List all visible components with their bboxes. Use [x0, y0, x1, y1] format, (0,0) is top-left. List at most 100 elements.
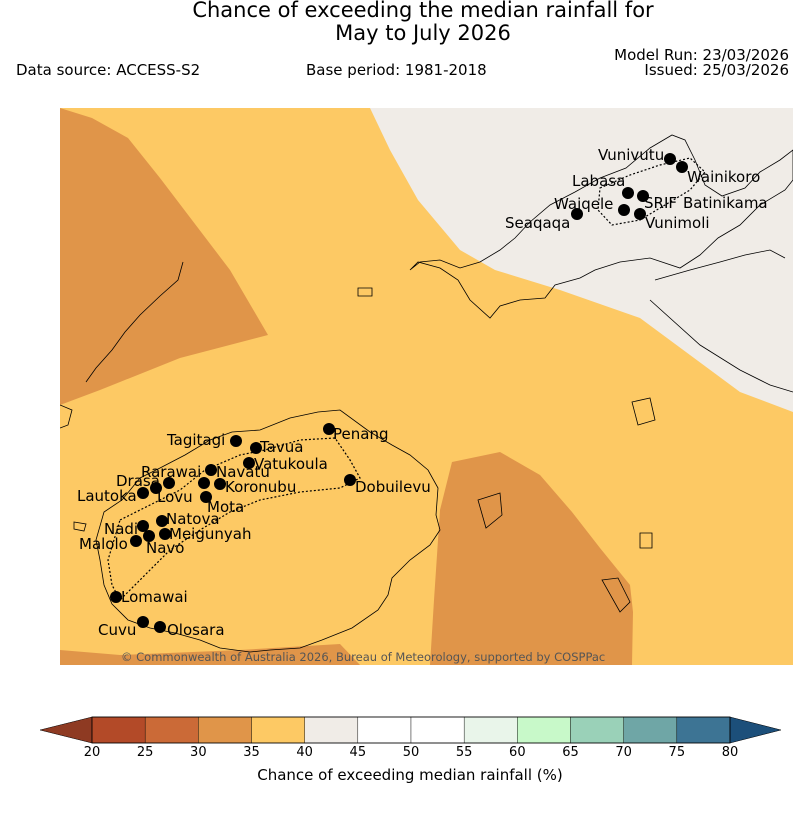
colorbar-cell	[251, 716, 305, 744]
station-label-dobuilevu: Dobuilevu	[355, 478, 431, 496]
station-label-batinikama: Batinikama	[683, 194, 768, 212]
colorbar-tick-label: 55	[455, 745, 473, 760]
station-label-malolo: Malolo	[79, 535, 128, 553]
station-marker-navatu	[198, 477, 210, 489]
station-label-vatukoula: Vatukoula	[254, 455, 328, 473]
station-label-waiqele: Waiqele	[554, 195, 613, 213]
station-label-navo: Navo	[146, 539, 184, 557]
station-marker-tagitagi	[230, 435, 242, 447]
station-label-labasa: Labasa	[572, 172, 625, 190]
station-label-mota: Mota	[207, 498, 244, 516]
colorbar-cell	[623, 716, 678, 744]
colorbar-tick-label: 80	[721, 745, 739, 760]
station-label-wainikoro: Wainikoro	[687, 168, 760, 186]
station-marker-koronubu	[214, 478, 226, 490]
colorbar-cell	[304, 716, 359, 744]
station-label-penang: Penang	[333, 425, 388, 443]
colorbar-tick-label: 20	[83, 745, 101, 760]
station-marker-rarawai	[205, 464, 217, 476]
station-marker-navo	[143, 530, 155, 542]
station-label-vunivutu: Vunivutu	[598, 146, 664, 164]
region-30-35-southeast	[430, 452, 633, 665]
small-island	[357, 287, 373, 297]
region-30-35-northwest	[60, 108, 268, 405]
station-marker-malolo	[130, 535, 142, 547]
colorbar-cell	[144, 716, 199, 744]
colorbar-tick-label: 35	[243, 745, 260, 760]
station-marker-lovu	[150, 482, 162, 494]
small-island	[631, 397, 656, 426]
colorbar	[39, 716, 782, 744]
station-label-srif: SRIF	[644, 194, 677, 212]
colorbar-label: Chance of exceeding median rainfall (%)	[257, 766, 563, 784]
vanua-levu-coastline	[409, 134, 793, 319]
small-island	[73, 521, 87, 532]
station-marker-nadi	[137, 520, 149, 532]
map-title-line2: May to July 2026	[335, 21, 511, 45]
colorbar-cell	[517, 716, 571, 744]
station-marker-mota	[200, 491, 212, 503]
station-marker-lautoka	[137, 487, 149, 499]
station-marker-tavua	[250, 442, 262, 454]
station-marker-srif	[637, 190, 649, 202]
small-island	[639, 532, 653, 549]
colorbar-cell	[570, 716, 624, 744]
station-marker-natova	[156, 515, 168, 527]
data-source: Data source: ACCESS-S2	[16, 61, 201, 79]
station-label-meigunyah: Meigunyah	[169, 525, 251, 543]
station-marker-seaqaqa	[571, 208, 583, 220]
yasawa-islands-coastline	[85, 261, 184, 383]
vanua-levu-district-boundary	[597, 157, 706, 226]
station-label-olosara: Olosara	[167, 621, 225, 639]
station-marker-penang	[323, 423, 335, 435]
station-label-navatu: Navatu	[216, 463, 270, 481]
station-marker-vatukoula	[243, 457, 255, 469]
station-label-tagitagi: Tagitagi	[166, 431, 225, 449]
station-label-nadi: Nadi	[104, 520, 138, 538]
colorbar-tick-label: 75	[668, 745, 686, 760]
station-marker-lomawai	[110, 591, 122, 603]
viti-levu-district-boundary	[107, 437, 361, 601]
station-marker-labasa	[622, 187, 634, 199]
colorbar-cell	[357, 716, 412, 744]
station-marker-dobuilevu	[344, 474, 356, 486]
colorbar-cell	[676, 716, 731, 744]
copyright-notice: © Commonwealth of Australia 2026, Bureau…	[121, 650, 605, 664]
station-marker-cuvu	[137, 616, 149, 628]
colorbar-frame	[91, 716, 731, 744]
northeast-coastline	[654, 249, 786, 281]
colorbar-tick-label: 25	[136, 745, 154, 760]
station-label-tavua: Tavua	[259, 438, 303, 456]
colorbar-tick-label: 45	[349, 745, 367, 760]
station-label-koronubu: Koronubu	[225, 478, 296, 496]
station-marker-meigunyah	[159, 528, 171, 540]
colorbar-tick-label: 60	[509, 745, 526, 760]
model-run: Model Run: 23/03/2026	[614, 46, 789, 64]
viti-levu-coastline	[95, 409, 441, 653]
region-40-45-northeast	[370, 108, 793, 412]
small-island	[60, 404, 73, 429]
colorbar-under-arrow	[39, 716, 93, 744]
station-marker-wainikoro	[676, 161, 688, 173]
station-marker-drasa	[163, 477, 175, 489]
colorbar-cell	[198, 716, 252, 744]
station-label-lautoka: Lautoka	[77, 487, 137, 505]
station-label-lovu: Lovu	[157, 488, 193, 506]
taveuni-coastline	[649, 299, 793, 393]
station-marker-waiqele	[618, 204, 630, 216]
station-layer: Vunivutu Wainikoro Labasa Waiqele SRIF B…	[77, 146, 768, 639]
station-label-vunimoli: Vunimoli	[645, 214, 710, 232]
colorbar-tick-label: 50	[402, 745, 420, 760]
map-frame	[60, 108, 793, 665]
colorbar-tick-label: 65	[562, 745, 579, 760]
map-title-line1: Chance of exceeding the median rainfall …	[192, 0, 654, 22]
station-marker-olosara	[154, 621, 166, 633]
colorbar-tick-label: 40	[296, 745, 313, 760]
colorbar-over-arrow	[729, 716, 782, 744]
small-island	[477, 492, 503, 529]
station-label-drasa: Drasa	[116, 472, 160, 490]
station-label-rarawai: Rarawai	[141, 463, 201, 481]
base-period: Base period: 1981-2018	[306, 61, 487, 79]
station-label-natova: Natova	[166, 510, 220, 528]
